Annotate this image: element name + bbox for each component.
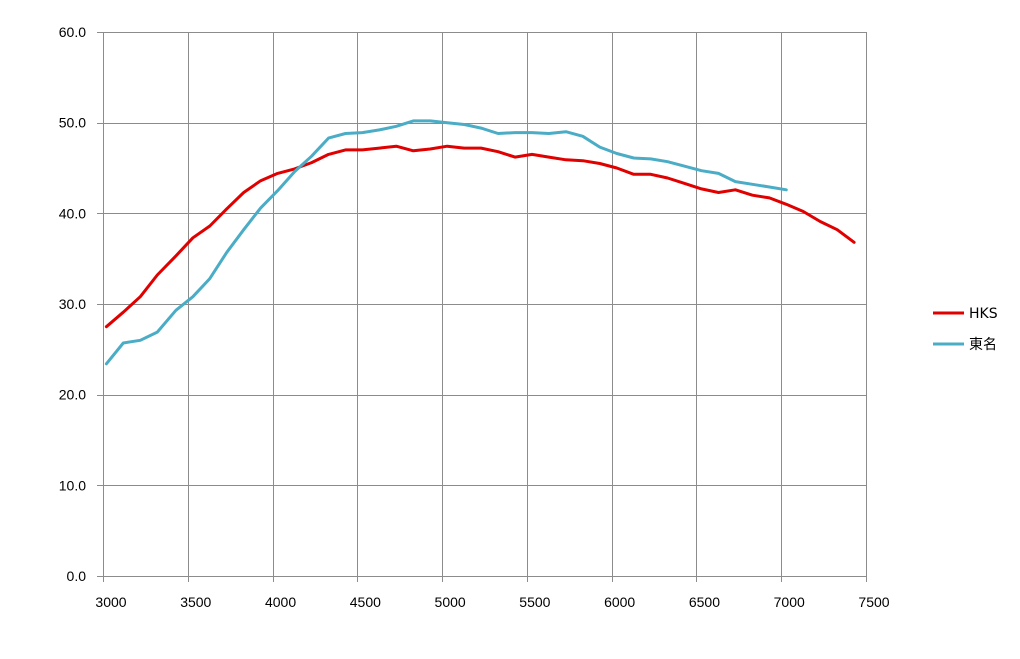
y-tick-label: 40.0 [59, 205, 86, 221]
series-line-0 [104, 144, 856, 329]
x-tick-label: 3000 [95, 594, 126, 610]
x-tick-label: 3500 [180, 594, 211, 610]
y-tick-label: 20.0 [59, 387, 86, 403]
gridlines [97, 32, 867, 582]
series-line-1 [104, 119, 788, 366]
x-tick-label: 4000 [265, 594, 296, 610]
legend: HKS 東名 [933, 306, 998, 353]
x-tick-label: 7500 [858, 594, 889, 610]
y-tick-label: 10.0 [59, 477, 86, 493]
x-tick-label: 5500 [519, 594, 550, 610]
y-tick-label: 60.0 [59, 24, 86, 40]
x-tick-label: 7000 [774, 594, 805, 610]
x-tick-label: 5000 [435, 594, 466, 610]
legend-label-1: 東名 [969, 337, 997, 353]
y-tick-label: 50.0 [59, 115, 86, 131]
y-tick-label: 0.0 [67, 568, 87, 584]
legend-label-0: HKS [969, 306, 998, 322]
x-axis-tick-labels: 3000 3500 4000 4500 5000 5500 6000 6500 7000 7500 [95, 594, 889, 610]
x-tick-label: 4500 [350, 594, 381, 610]
series-lines [104, 119, 856, 366]
y-tick-label: 30.0 [59, 296, 86, 312]
x-tick-label: 6500 [689, 594, 720, 610]
x-tick-label: 6000 [604, 594, 635, 610]
y-axis-tick-labels: 0.0 10.0 20.0 30.0 40.0 50.0 60.0 [59, 24, 86, 584]
